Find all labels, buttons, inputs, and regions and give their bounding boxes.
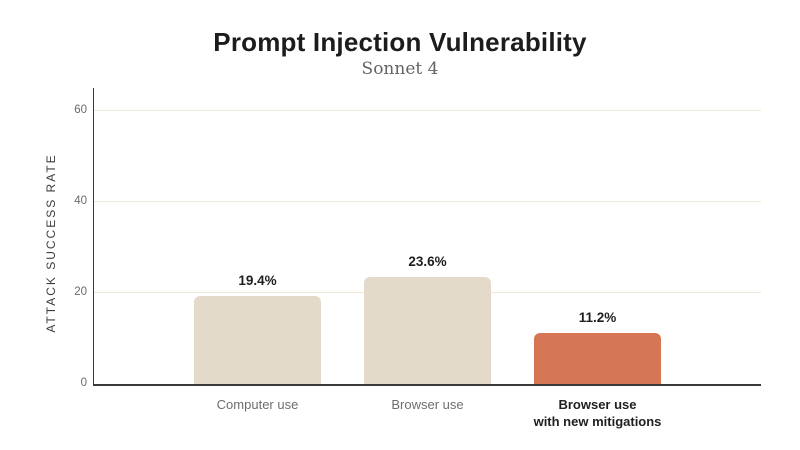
y-tick-label: 20 [74, 285, 87, 298]
bar-3 [534, 333, 661, 384]
category-label: Computer use [216, 397, 299, 412]
y-tick-label: 40 [74, 194, 87, 207]
bar-value-label: 19.4% [238, 272, 277, 288]
bar-2 [364, 276, 491, 384]
chart-subtitle: Sonnet 4 [361, 59, 439, 79]
plot-area: 19.4% Computer use 23.6% Browser use 11.2% Br… [93, 88, 761, 429]
gridline [94, 110, 761, 112]
bar-1 [194, 295, 321, 384]
gridline [94, 201, 761, 203]
y-tick-label: 60 [74, 103, 87, 116]
bar-group-1: 19.4% Computer use [194, 88, 321, 412]
y-tick-label: 0 [80, 377, 87, 389]
chart-title: Prompt Injection Vulnerability [213, 27, 587, 57]
y-tick-column: 0 20 40 60 [37, 88, 87, 389]
bar-value-label: 11.2% [578, 310, 617, 325]
category-label: Browser use [391, 397, 464, 412]
bar-group-2: 23.6% Browser use [364, 88, 491, 412]
category-label: Browser use with new mitigations [533, 397, 662, 429]
bar-group-3: 11.2% Browser use with new mitigations [534, 88, 662, 429]
bar-value-label: 23.6% [408, 253, 447, 269]
